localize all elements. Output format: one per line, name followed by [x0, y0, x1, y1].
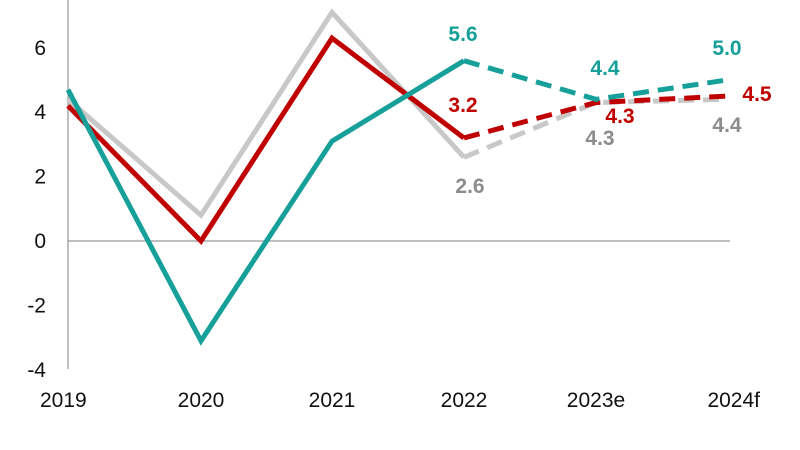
x-tick-label: 2021	[309, 389, 356, 412]
y-tick-label: 4	[34, 101, 46, 124]
series-gray-data-label: 2.6	[455, 175, 484, 198]
series-teal-data-label: 4.4	[590, 57, 620, 80]
x-tick-label: 2020	[178, 389, 225, 412]
series-teal-data-label: 5.0	[712, 37, 741, 60]
y-tick-label: 0	[34, 230, 46, 253]
x-tick-label: 2019	[40, 389, 87, 412]
series-teal-data-label: 5.6	[448, 23, 477, 46]
series-layer	[65, 8, 728, 346]
x-tick-label: 2024f	[707, 389, 760, 412]
series-red-actual-line	[66, 34, 466, 245]
series-red-data-label: 3.2	[448, 94, 477, 117]
series-red-forecast-line	[463, 93, 728, 141]
axes: -4 -2 0 2 4 6 2019 2020 2021 2022 2023e 2024f	[27, 0, 760, 412]
y-tick-label: -4	[27, 359, 46, 382]
series-gray-forecast-line	[463, 96, 728, 160]
y-tick-label: 6	[34, 37, 46, 60]
x-tick-label: 2022	[441, 389, 488, 412]
data-labels: 2.6 4.3 4.4 3.2 4.3 4.5 5.6 4.4 5.0	[448, 23, 772, 198]
y-tick-label: 2	[34, 166, 46, 189]
series-gray-data-label: 4.4	[712, 114, 742, 137]
series-gray-data-label: 4.3	[585, 127, 614, 150]
x-tick-label: 2023e	[567, 389, 625, 412]
series-teal-actual-line	[65, 58, 466, 346]
series-teal-forecast-line	[463, 58, 728, 102]
series-red-data-label: 4.5	[742, 83, 772, 106]
series-red-data-label: 4.3	[605, 105, 634, 128]
y-tick-label: -2	[27, 294, 46, 317]
series-gray-actual-line	[66, 8, 466, 220]
